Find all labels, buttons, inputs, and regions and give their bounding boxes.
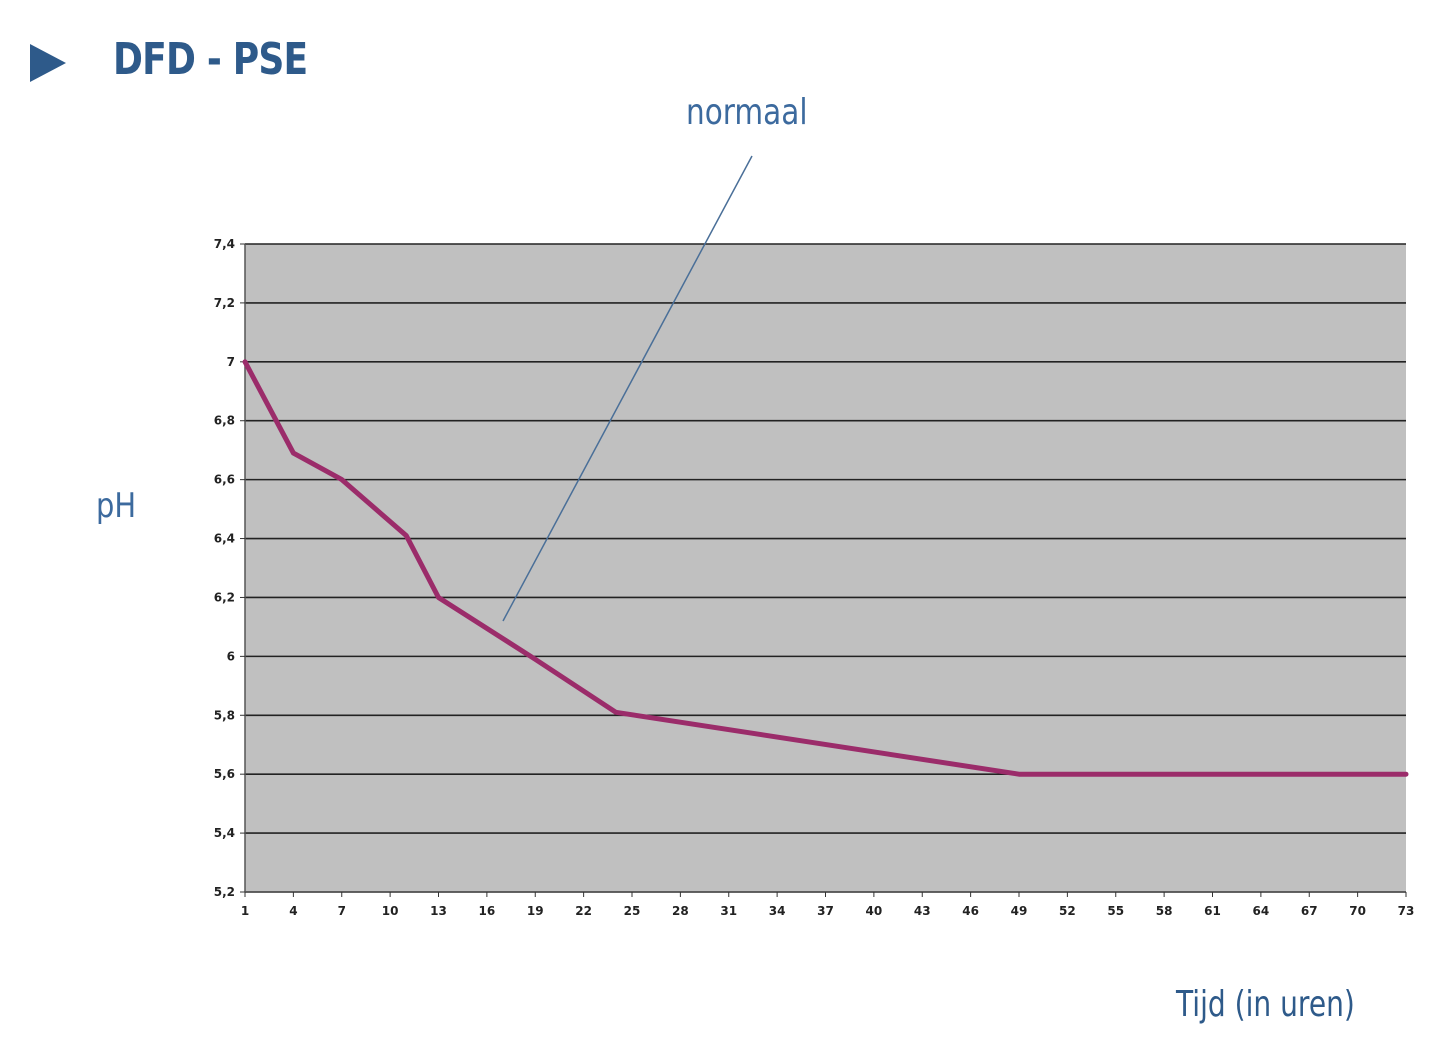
x-axis-title: Tijd (in uren) xyxy=(1176,984,1355,1025)
x-tick-labels: 1 4 7 10 13 16 19 22 25 28 31 34 37 40 43 46 49 52 55 58 61 6… xyxy=(241,892,1415,918)
x-tick-label: 19 xyxy=(527,904,544,918)
x-tick-label: 49 xyxy=(1011,904,1028,918)
x-tick-label: 46 xyxy=(962,904,979,918)
x-tick-label: 16 xyxy=(479,904,496,918)
x-tick-label: 25 xyxy=(624,904,641,918)
plot-area xyxy=(245,244,1406,892)
y-tick-label: 5,8 xyxy=(214,708,235,722)
y-axis-title: pH xyxy=(96,486,137,526)
annotation-label-normaal: normaal xyxy=(686,92,808,133)
x-tick-label: 7 xyxy=(338,904,346,918)
y-tick-label: 5,4 xyxy=(214,826,235,840)
play-arrow-icon xyxy=(30,44,66,82)
y-tick-label: 7 xyxy=(227,355,235,369)
x-tick-label: 58 xyxy=(1156,904,1173,918)
x-tick-label: 40 xyxy=(866,904,883,918)
y-tick-labels: 7,4 7,2 7 6,8 6,6 6,4 6,2 6 5,8 5,6 5,4 5,2 xyxy=(214,237,245,899)
x-tick-label: 10 xyxy=(382,904,399,918)
x-tick-label: 34 xyxy=(769,904,786,918)
x-tick-label: 43 xyxy=(914,904,931,918)
y-tick-label: 6 xyxy=(227,649,235,663)
x-tick-label: 1 xyxy=(241,904,249,918)
y-tick-label: 5,2 xyxy=(214,885,235,899)
x-tick-label: 55 xyxy=(1107,904,1124,918)
x-tick-label: 61 xyxy=(1204,904,1221,918)
y-tick-label: 6,2 xyxy=(214,590,235,604)
page-title: DFD - PSE xyxy=(113,34,308,85)
annotation-leader-line xyxy=(502,155,753,622)
y-tick-label: 7,4 xyxy=(214,237,235,251)
y-tick-label: 5,6 xyxy=(214,767,235,781)
x-tick-label: 28 xyxy=(672,904,689,918)
y-tick-label: 6,6 xyxy=(214,473,235,487)
x-tick-label: 37 xyxy=(817,904,834,918)
x-tick-label: 52 xyxy=(1059,904,1076,918)
x-tick-label: 4 xyxy=(289,904,297,918)
x-tick-label: 31 xyxy=(720,904,737,918)
x-tick-label: 22 xyxy=(575,904,592,918)
x-tick-label: 73 xyxy=(1398,904,1415,918)
y-tick-label: 7,2 xyxy=(214,296,235,310)
y-tick-label: 6,8 xyxy=(214,414,235,428)
x-tick-label: 13 xyxy=(430,904,447,918)
series-line-normaal xyxy=(242,359,1409,777)
x-tick-label: 64 xyxy=(1253,904,1270,918)
x-tick-label: 67 xyxy=(1301,904,1318,918)
y-tick-label: 6,4 xyxy=(214,532,235,546)
x-tick-label: 70 xyxy=(1349,904,1366,918)
